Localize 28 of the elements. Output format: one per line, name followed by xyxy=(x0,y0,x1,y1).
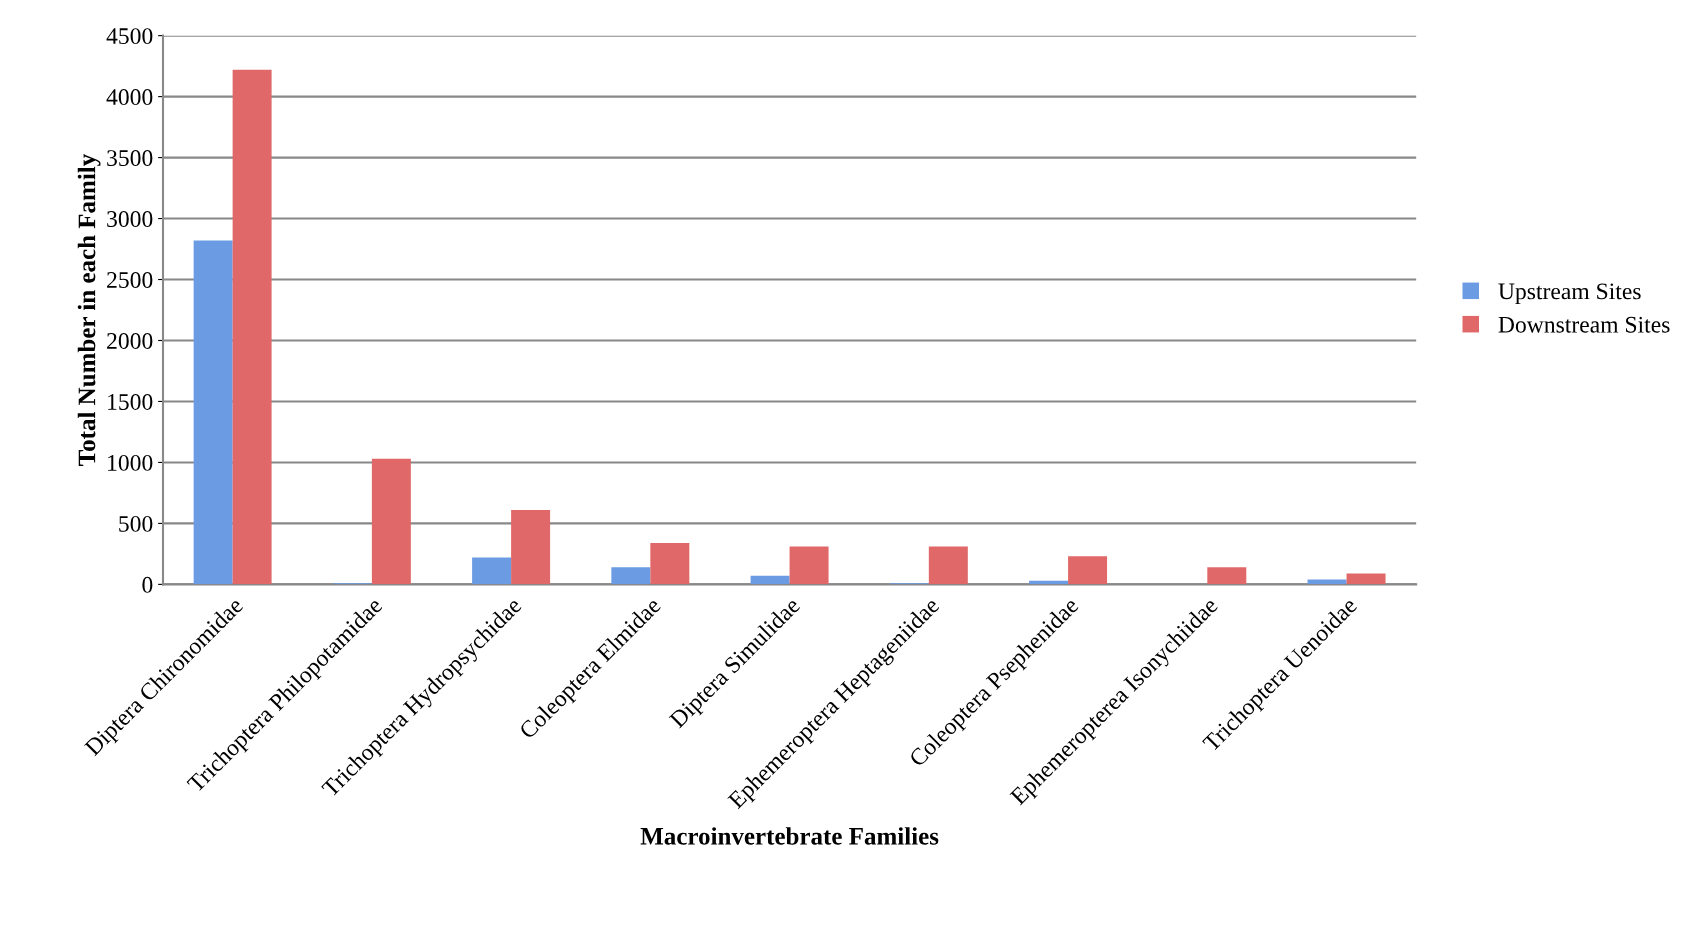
legend-label: Downstream Sites xyxy=(1498,316,1670,333)
bar xyxy=(611,567,651,585)
bar xyxy=(1307,579,1347,585)
y-axis-title: Total Number in each Family xyxy=(77,153,101,466)
x-axis-title: Macroinvertebrate Families xyxy=(640,827,939,845)
y-tick-label: 2500 xyxy=(107,272,153,288)
bar xyxy=(650,542,690,585)
bar xyxy=(789,546,829,585)
bar xyxy=(1346,573,1386,585)
legend-label: Upstream Sites xyxy=(1498,283,1641,305)
y-tick-label: 4000 xyxy=(106,89,153,106)
y-tick-label: 4500 xyxy=(106,28,153,45)
y-tick-label: 2000 xyxy=(107,332,153,349)
y-tick-label: 3500 xyxy=(107,150,153,167)
bar xyxy=(1068,556,1108,585)
y-tick-label: 3000 xyxy=(107,211,153,227)
bar xyxy=(371,458,411,585)
bar xyxy=(928,546,968,585)
y-tick-label: 500 xyxy=(119,515,153,532)
bar xyxy=(472,557,512,585)
bar xyxy=(1207,567,1247,585)
bar xyxy=(511,509,551,585)
y-tick-label: 1500 xyxy=(108,393,153,410)
y-tick-label: 0 xyxy=(142,576,153,593)
bar xyxy=(750,575,790,585)
y-tick-label: 1000 xyxy=(108,454,153,471)
bar xyxy=(232,69,272,585)
bar xyxy=(193,240,233,585)
